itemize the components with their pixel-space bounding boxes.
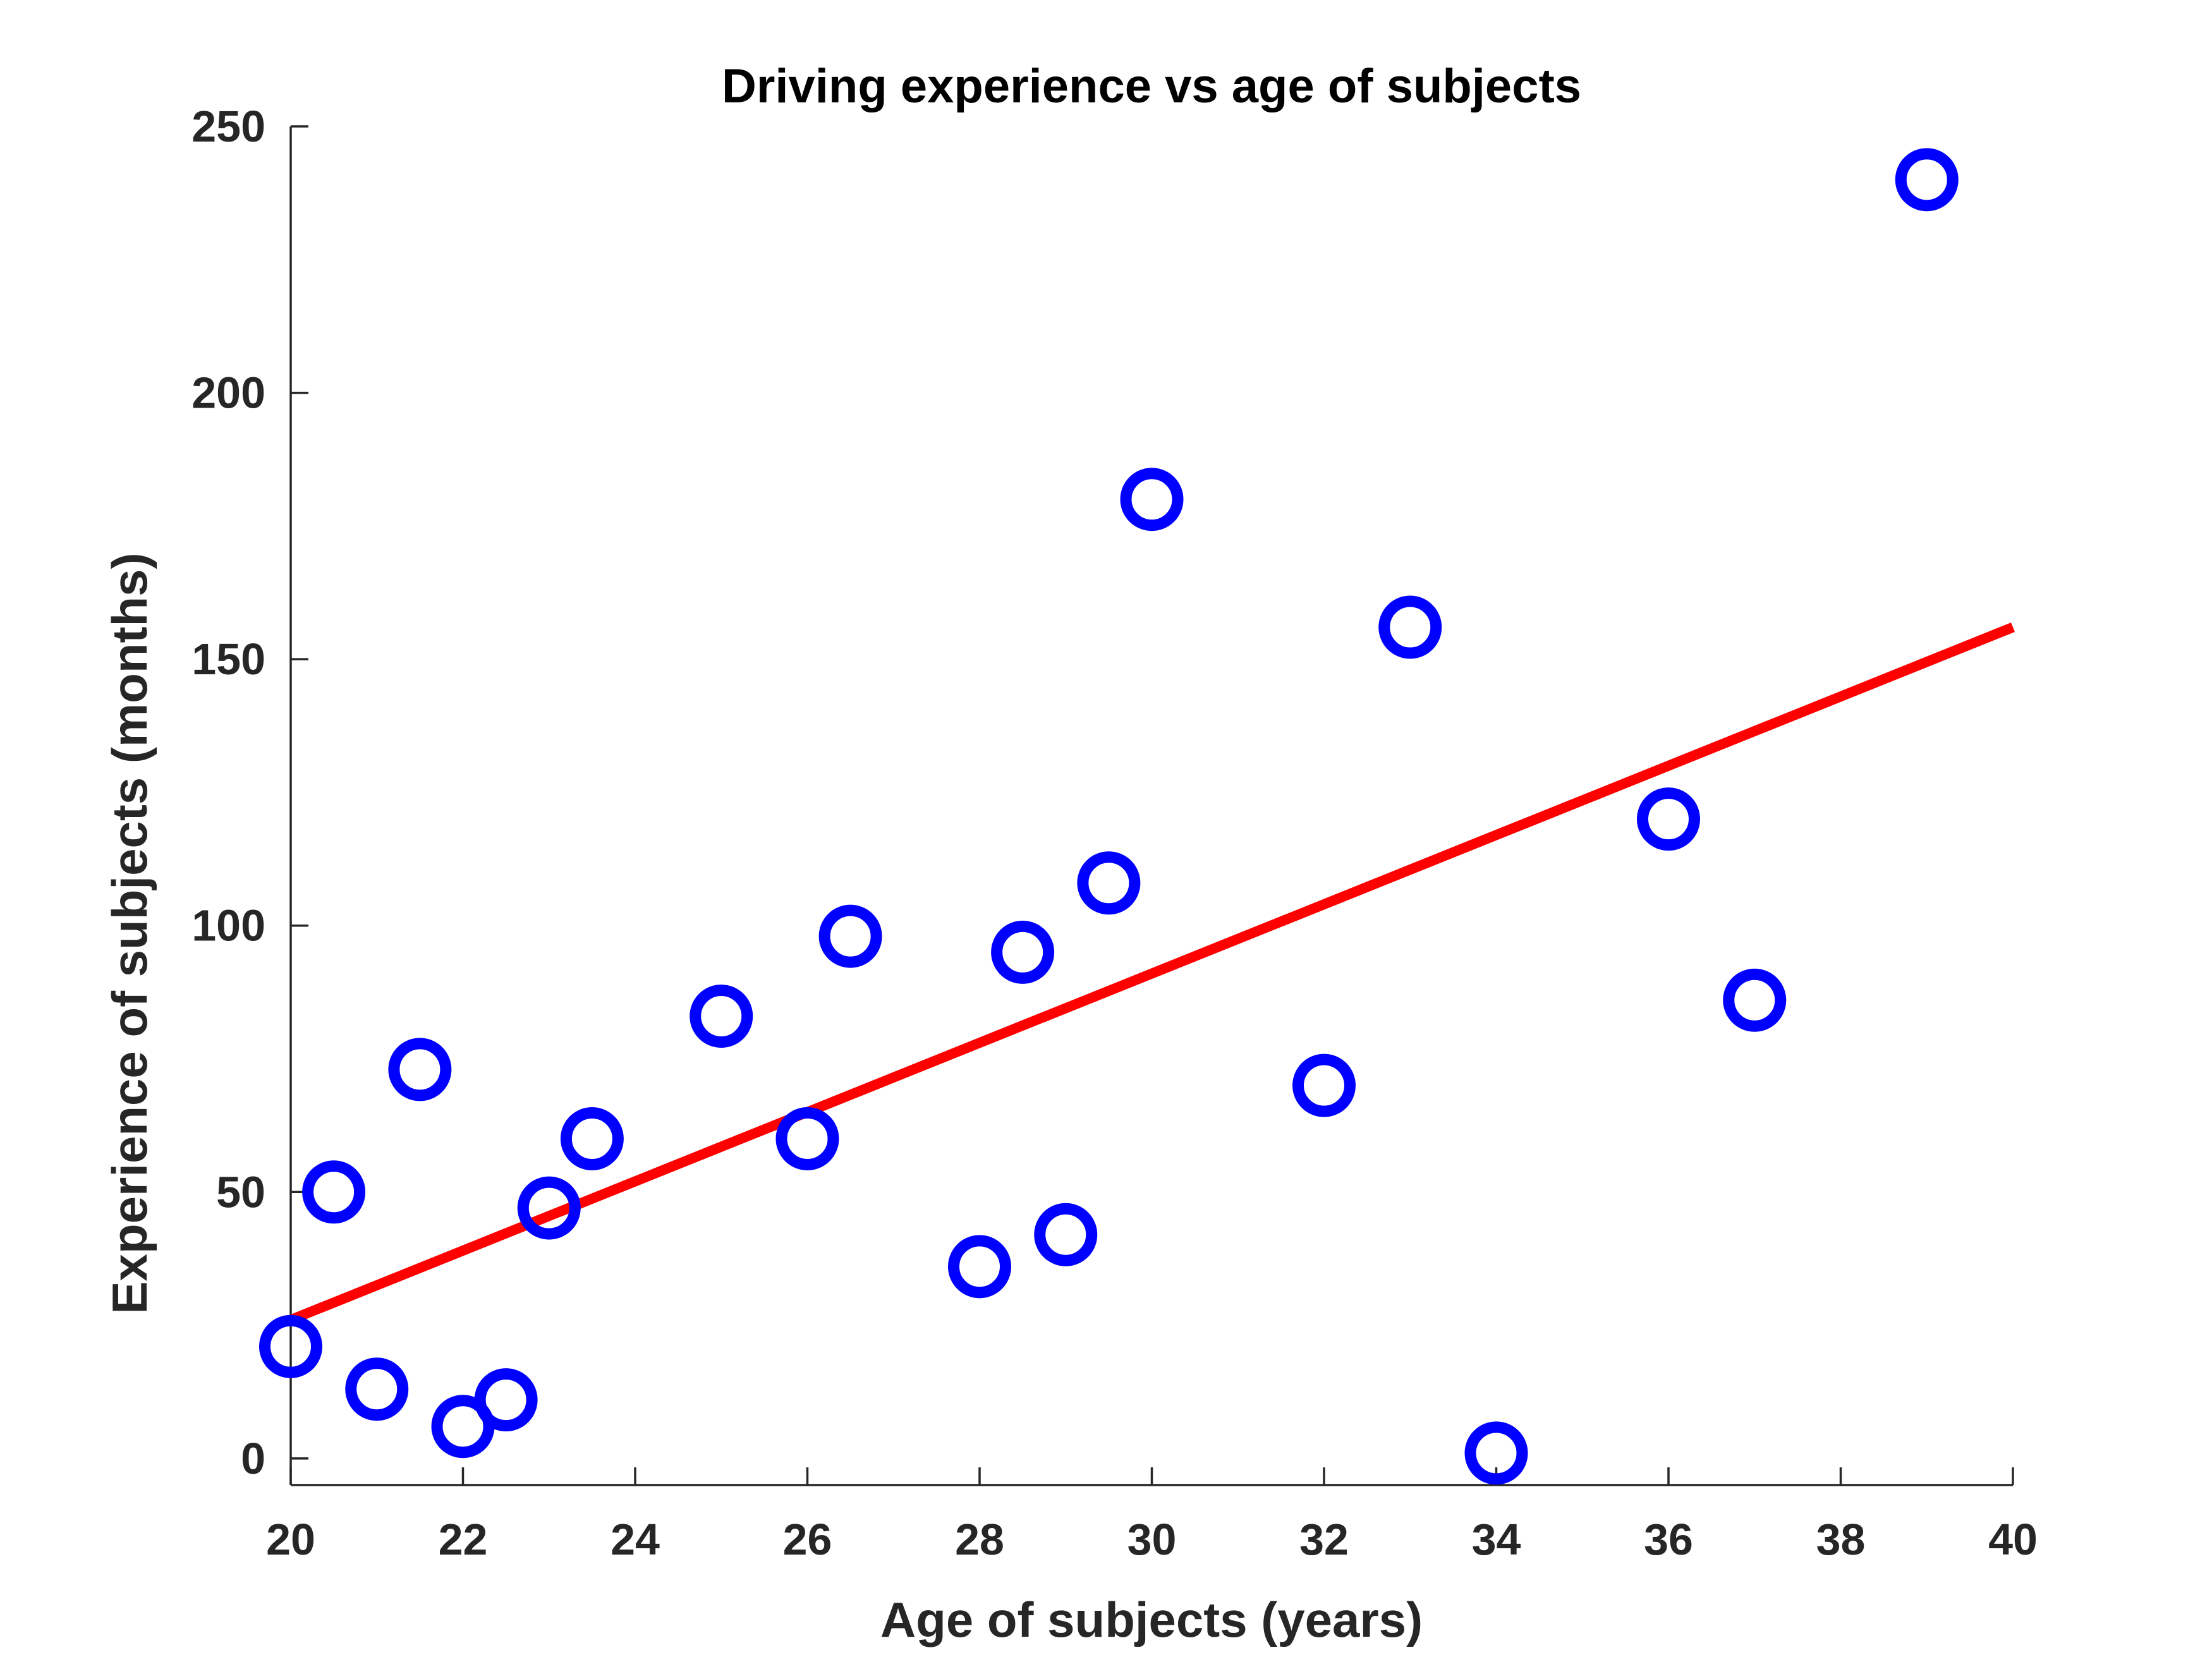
- data-point: [1895, 148, 1959, 212]
- x-tick-label: 28: [955, 1515, 1004, 1564]
- y-tick-label: 50: [216, 1167, 265, 1216]
- x-tick-label: 30: [1127, 1515, 1177, 1564]
- y-tick-label: 100: [191, 901, 265, 950]
- data-point: [474, 1368, 538, 1432]
- tick-labels: 20 22 24 26 28 30 32 34 36 38 40 0 50 100 150 200 250: [191, 102, 2038, 1564]
- x-tick-label: 34: [1472, 1515, 1521, 1564]
- data-point: [690, 985, 753, 1048]
- data-point: [818, 904, 882, 968]
- data-point: [1723, 968, 1787, 1032]
- y-axis-label: Experience of subjects (months): [102, 553, 157, 1314]
- x-tick-label: 20: [266, 1515, 315, 1564]
- x-axis-label: Age of subjects (years): [880, 1592, 1423, 1647]
- data-point: [1464, 1421, 1528, 1485]
- data-points: [259, 148, 1959, 1485]
- x-tick-label: 22: [439, 1515, 488, 1564]
- data-point: [560, 1107, 624, 1170]
- data-point: [345, 1357, 409, 1421]
- data-point: [948, 1235, 1011, 1299]
- data-point: [1637, 787, 1700, 851]
- data-point: [302, 1160, 366, 1224]
- x-tick-label: 40: [1988, 1515, 2038, 1564]
- y-tick-label: 200: [191, 368, 265, 418]
- data-point: [775, 1107, 839, 1170]
- y-tick-label: 250: [191, 102, 265, 151]
- x-tick-label: 26: [783, 1515, 832, 1564]
- x-tick-label: 32: [1299, 1515, 1349, 1564]
- chart-title: Driving experience vs age of subjects: [722, 59, 1581, 113]
- data-point: [517, 1176, 581, 1240]
- y-tick-label: 0: [241, 1434, 265, 1483]
- data-point: [388, 1038, 452, 1101]
- y-tick-label: 150: [191, 634, 265, 684]
- data-point: [259, 1314, 322, 1378]
- data-point: [991, 920, 1055, 984]
- data-point: [1034, 1203, 1098, 1266]
- x-tick-label: 24: [611, 1515, 660, 1564]
- data-point: [1077, 851, 1141, 915]
- x-tick-label: 36: [1644, 1515, 1693, 1564]
- data-point: [1120, 468, 1184, 531]
- x-tick-label: 38: [1816, 1515, 1866, 1564]
- data-point: [1378, 595, 1442, 659]
- data-point: [431, 1395, 495, 1459]
- data-point: [1292, 1053, 1356, 1117]
- axes: [289, 125, 2014, 1486]
